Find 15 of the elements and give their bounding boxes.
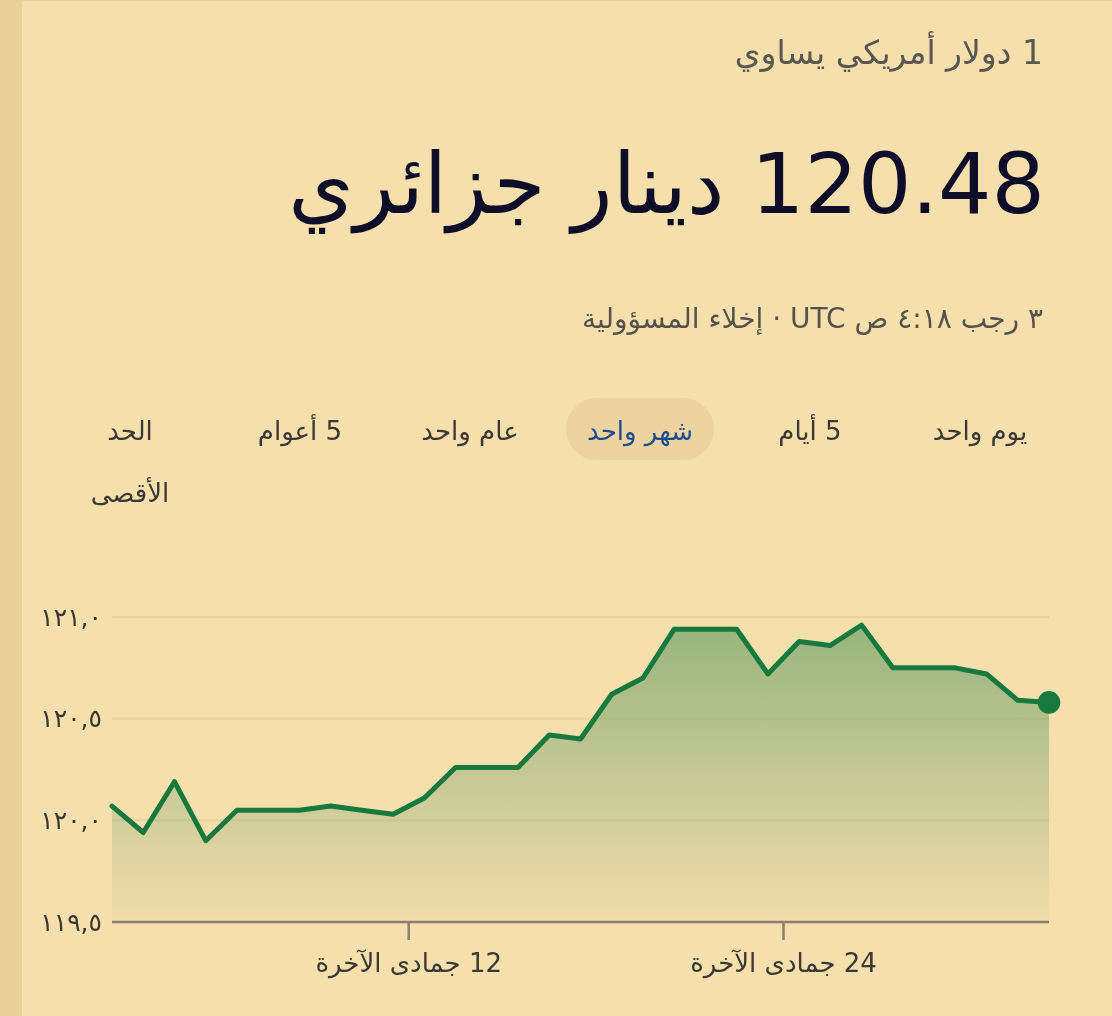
text: الحد الأقصى bbox=[90, 416, 170, 508]
x-tick-label: 12 جمادى الآخرة bbox=[315, 948, 503, 979]
x-tick-label: 24 جمادى الآخرة bbox=[690, 948, 877, 979]
chart-title: 120.48 دينار جزائري bbox=[288, 135, 1045, 234]
text: شهر واحد bbox=[587, 416, 693, 447]
y-tick-label: ١٢٠,٥ bbox=[40, 704, 102, 734]
text: 5 أيام bbox=[778, 413, 842, 446]
text: 5 أعوام bbox=[257, 413, 343, 447]
y-tick-label: ١٢١,٠ bbox=[40, 602, 102, 632]
y-tick-label: ١٢٠,٠ bbox=[40, 806, 102, 836]
text: يوم واحد bbox=[932, 416, 1028, 447]
text: عام واحد bbox=[421, 416, 519, 447]
text: ٣ رجب ٤:١٨ ص UTC · إخلاء المسؤولية bbox=[582, 302, 1043, 335]
y-tick-label: ١١٩,٥ bbox=[40, 907, 102, 937]
chart-subtitle: 1 دولار أمريكي يساوي bbox=[734, 31, 1043, 72]
